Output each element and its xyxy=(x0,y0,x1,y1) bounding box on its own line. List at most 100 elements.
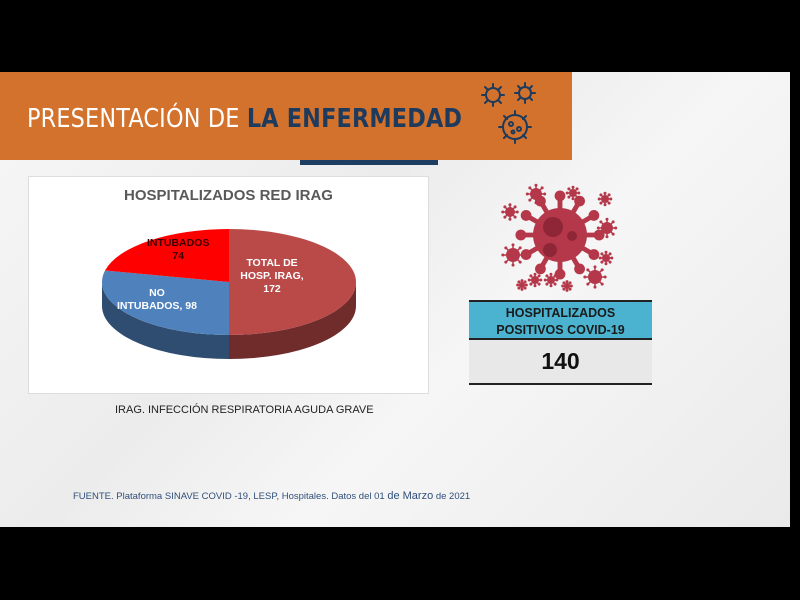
small-virus-spike-tip xyxy=(534,183,538,187)
title-underline xyxy=(300,160,438,165)
small-virus-spike-tip xyxy=(523,280,527,284)
small-virus-spike-tip xyxy=(529,274,533,278)
kpi-value: 140 xyxy=(469,340,652,385)
kpi-card: HOSPITALIZADOS POSITIVOS COVID-19 140 xyxy=(469,300,652,385)
small-virus-spike-tip xyxy=(533,272,537,276)
small-virus-body xyxy=(531,276,539,284)
small-virus-spike-tip xyxy=(603,203,607,207)
main-virus-spike-tip xyxy=(520,210,532,221)
small-virus-spike-tip xyxy=(597,197,601,201)
small-virus-spike-tip xyxy=(508,217,512,221)
pie-side-total-de-hosp-irag xyxy=(229,282,356,359)
small-virus-spike-tip xyxy=(545,282,549,286)
small-virus-spike-tip xyxy=(586,268,590,272)
small-virus-spike-tip xyxy=(568,281,572,285)
small-virus-spike-tip xyxy=(520,287,524,291)
small-virus-spike-tip xyxy=(603,191,607,195)
small-virus-spike-tip xyxy=(517,286,521,290)
pie-chart-svg xyxy=(102,229,356,359)
small-virus-spike-tip xyxy=(610,256,614,260)
small-virus-spike-tip xyxy=(571,185,575,189)
page-title: PRESENTACIÓN DE LA ENFERMEDAD xyxy=(27,104,462,134)
small-virus-spike-tip xyxy=(593,285,597,289)
main-virus-spike-tip xyxy=(520,249,532,260)
chart-title: HOSPITALIZADOS RED IRAG xyxy=(124,187,333,204)
small-virus-spike-tip xyxy=(607,201,611,205)
small-virus-spike-tip xyxy=(503,205,507,209)
main-virus-spike-tip xyxy=(588,249,600,260)
small-virus-spike-tip xyxy=(565,288,569,292)
main-virus-spike-tip xyxy=(554,190,566,202)
small-virus-spike-tip xyxy=(525,192,529,196)
small-virus-spike-tip xyxy=(528,198,532,202)
label-line: 74 xyxy=(172,250,185,262)
virus-spot xyxy=(567,231,577,241)
virus-spot xyxy=(543,243,557,257)
small-virus-spike-tip xyxy=(598,256,602,260)
small-virus-spike-tip xyxy=(517,280,521,284)
small-virus-body xyxy=(505,207,515,217)
small-virus-spike-tip xyxy=(599,232,603,236)
small-virus-spike-tip xyxy=(534,201,538,205)
coronavirus-icon xyxy=(501,183,618,292)
small-virus-spike-tip xyxy=(543,278,547,282)
small-virus-spike-tip xyxy=(605,235,609,239)
small-virus-spike-tip xyxy=(567,187,571,191)
small-virus-spike-tip xyxy=(599,220,603,224)
small-virus-spike-tip xyxy=(600,252,604,256)
small-virus-body xyxy=(547,276,555,284)
label-line: TOTAL DE xyxy=(246,257,298,269)
small-virus-spike-tip xyxy=(555,278,559,282)
small-virus-spike-tip xyxy=(607,193,611,197)
small-virus-spike-tip xyxy=(518,246,522,250)
small-virus-spike-tip xyxy=(511,243,515,247)
small-virus-spike-tip xyxy=(529,282,533,286)
small-virus-spike-tip xyxy=(537,274,541,278)
small-virus-spike-tip xyxy=(575,195,579,199)
small-virus-spike-tip xyxy=(611,232,615,236)
small-virus-spike-tip xyxy=(549,272,553,276)
small-virus-spike-tip xyxy=(533,284,537,288)
header-banner: PRESENTACIÓN DE LA ENFERMEDAD xyxy=(0,72,572,160)
main-virus-spike-tip xyxy=(588,210,600,221)
pie-side-no-intubados xyxy=(102,282,229,359)
source-month: de Marzo xyxy=(387,490,434,502)
small-virus-spike-tip xyxy=(513,205,517,209)
small-virus-spike-tip xyxy=(600,282,604,286)
small-virus-spike-tip xyxy=(518,260,522,264)
small-virus-body xyxy=(506,248,520,262)
small-virus-spike-tip xyxy=(501,210,505,214)
label-no-intubados: NO INTUBADOS, 98 xyxy=(117,287,197,313)
main-virus-body xyxy=(533,208,587,262)
pie-chart: HOSPITALIZADOS RED IRAG INTUBADOS 74 TOT… xyxy=(28,176,429,394)
small-virus-spike-tip xyxy=(515,210,519,214)
small-virus-body xyxy=(602,254,610,262)
small-virus-spike-tip xyxy=(562,281,566,285)
virus-spot xyxy=(543,217,563,237)
small-virus-spike-tip xyxy=(521,253,525,257)
small-virus-spike-tip xyxy=(504,246,508,250)
main-virus-spike-tip xyxy=(574,263,585,275)
small-virus-spike-tip xyxy=(575,187,579,191)
title-bold: LA ENFERMEDAD xyxy=(246,104,463,134)
small-virus-body xyxy=(519,282,525,288)
small-virus-body xyxy=(530,188,542,200)
small-virus-spike-tip xyxy=(520,279,524,283)
pie-slice-no-intubados xyxy=(102,270,229,335)
small-virus-spike-tip xyxy=(565,191,569,195)
small-virus-spike-tip xyxy=(596,226,600,230)
pie-slice-intubados xyxy=(105,229,229,282)
caption: IRAG. INFECCIÓN RESPIRATORIA AGUDA GRAVE xyxy=(115,404,374,416)
small-virus-spike-tip xyxy=(605,217,609,221)
small-virus-spike-tip xyxy=(565,280,569,284)
pie-slice-total-de-hosp-irag xyxy=(229,229,356,335)
small-virus-spike-tip xyxy=(513,215,517,219)
small-virus-body xyxy=(601,195,609,203)
small-virus-body xyxy=(588,270,602,284)
small-virus-spike-tip xyxy=(568,287,572,291)
small-virus-spike-tip xyxy=(609,197,613,201)
small-virus-spike-tip xyxy=(501,253,505,257)
label-line: 172 xyxy=(263,283,281,295)
small-virus-spike-tip xyxy=(577,191,581,195)
main-virus-spike-tip xyxy=(554,268,566,280)
